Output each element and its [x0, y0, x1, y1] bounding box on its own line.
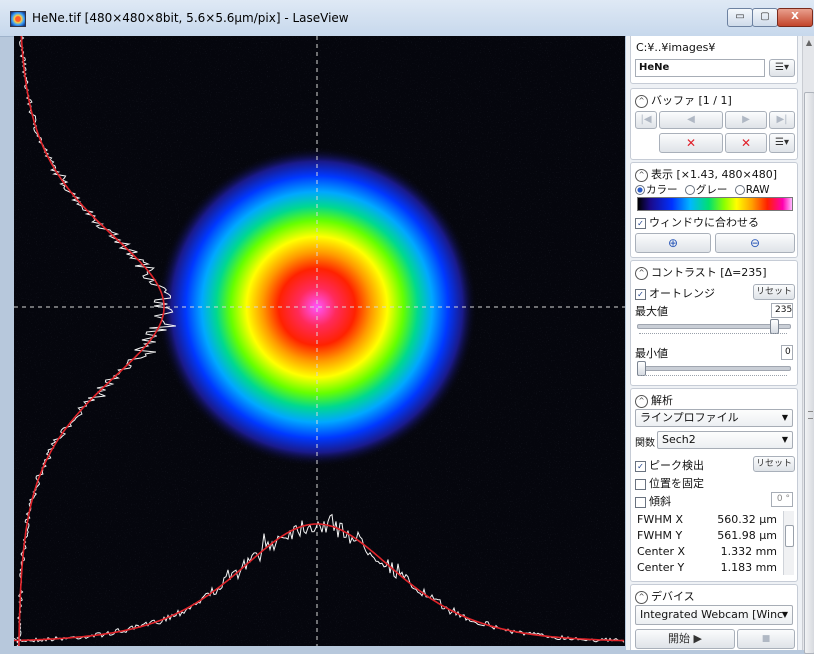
horizontal-profile-fit [14, 523, 624, 642]
contrast-section: ^ コントラスト [Δ=235] ✓ オートレンジ リセット 最大値 235 最小値… [630, 260, 798, 386]
buffer-next-button[interactable]: ▶ [725, 111, 767, 129]
beam-image-viewer[interactable] [14, 36, 625, 646]
function-select[interactable]: Sech2 ▼ [657, 431, 793, 449]
max-value-label: 最大値 [635, 305, 668, 318]
buffer-header[interactable]: ^ バッファ [1 / 1] [635, 92, 732, 108]
result-row: Center X 1.332 mm [637, 545, 777, 558]
analysis-mode-select[interactable]: ラインプロファイル ▼ [635, 409, 793, 427]
display-mode-group: カラー グレー RAW [635, 182, 770, 197]
contrast-reset-button[interactable]: リセット [753, 284, 795, 300]
file-section: C:¥..¥images¥ HeNe ☰▾ [630, 36, 798, 84]
peak-detect-option[interactable]: ✓ ピーク検出 [635, 457, 704, 473]
maximize-button[interactable]: ▢ [752, 8, 778, 27]
result-row: Center Y 1.183 mm [637, 561, 777, 574]
tilt-checkbox[interactable] [635, 496, 646, 508]
min-value-label: 最小値 [635, 347, 668, 360]
buffer-prev-button[interactable]: ◀ [659, 111, 723, 129]
minimize-button[interactable]: ▭ [727, 8, 753, 27]
min-value-field[interactable]: 0 [781, 345, 793, 360]
collapse-icon[interactable]: ^ [635, 394, 648, 408]
max-slider-track[interactable] [637, 324, 791, 329]
analysis-section: ^ 解析 ラインプロファイル ▼ 関数 Sech2 ▼ ✓ ピーク検出 リセット 位置を… [630, 388, 798, 582]
peak-detect-checkbox[interactable]: ✓ [635, 460, 646, 472]
device-section: ^ デバイス Integrated Webcam [Winc ▼ 開始 ▶ ■ [630, 584, 798, 650]
result-row: FWHM Y 561.98 μm [637, 529, 777, 542]
results-list[interactable]: FWHM X 560.32 μm FWHM Y 561.98 μm Center X… [633, 511, 795, 577]
max-value-field[interactable]: 235 [771, 303, 793, 318]
fix-position-option[interactable]: 位置を固定 [635, 475, 704, 491]
analysis-header[interactable]: ^ 解析 [635, 392, 673, 408]
buffer-section: ^ バッファ [1 / 1] |◀ ◀ ▶ ▶| ✕ ✕ ☰▾ [630, 88, 798, 160]
results-scroll-thumb[interactable] [785, 525, 794, 547]
fix-position-checkbox[interactable] [635, 478, 646, 490]
file-path: C:¥..¥images¥ [636, 41, 716, 54]
panel-scroll-thumb[interactable] [804, 92, 814, 654]
min-slider-ticks [639, 375, 787, 378]
close-button[interactable]: X [777, 8, 813, 27]
radio-raw[interactable] [734, 185, 745, 195]
beam-image [14, 36, 625, 646]
function-label: 関数 [635, 438, 655, 449]
window-title: HeNe.tif [480×480×8bit, 5.6×5.6μm/pix] -… [32, 11, 349, 25]
app-icon [10, 11, 26, 27]
panel-scrollbar[interactable]: ▲ [802, 36, 814, 654]
zoom-out-button[interactable]: ⊖ [715, 233, 795, 253]
beam-spot [157, 147, 477, 467]
control-panel: C:¥..¥images¥ HeNe ☰▾ ^ バッファ [1 / 1] |◀ ◀… [626, 36, 802, 650]
tilt-value-field[interactable]: 0 ° [771, 492, 793, 507]
auto-range-option[interactable]: ✓ オートレンジ [635, 285, 715, 301]
min-slider-track[interactable] [637, 366, 791, 371]
mode-gray-label[interactable]: グレー [695, 184, 728, 196]
tilt-option[interactable]: 傾斜 [635, 493, 671, 509]
scroll-grip-icon [808, 411, 813, 419]
mode-raw-label[interactable]: RAW [745, 184, 770, 196]
radio-color[interactable] [635, 185, 645, 195]
scroll-up-arrow-icon[interactable]: ▲ [805, 38, 813, 47]
dropdown-arrow-icon: ▼ [781, 413, 788, 422]
file-name-field[interactable]: HeNe [635, 59, 765, 77]
contrast-header[interactable]: ^ コントラスト [Δ=235] [635, 264, 767, 280]
results-scrollbar[interactable] [783, 511, 794, 575]
display-header[interactable]: ^ 表示 [×1.43, 480×480] [635, 166, 777, 182]
start-button[interactable]: 開始 ▶ [635, 629, 735, 649]
buffer-first-button[interactable]: |◀ [635, 111, 657, 129]
analysis-reset-button[interactable]: リセット [753, 456, 795, 472]
display-section: ^ 表示 [×1.43, 480×480] カラー グレー RAW ✓ ウィンドウに… [630, 162, 798, 258]
dropdown-arrow-icon: ▼ [781, 435, 788, 444]
stop-button[interactable]: ■ [737, 629, 795, 649]
color-scale-bar [637, 197, 793, 211]
device-header[interactable]: ^ デバイス [635, 588, 695, 604]
zoom-in-button[interactable]: ⊕ [635, 233, 711, 253]
buffer-delete-all-button[interactable]: ✕ [725, 133, 767, 153]
mode-color-label[interactable]: カラー [646, 184, 678, 196]
fit-window-checkbox[interactable]: ✓ [635, 217, 646, 229]
collapse-icon[interactable]: ^ [635, 266, 648, 280]
max-slider-thumb[interactable] [770, 319, 780, 334]
dropdown-arrow-icon: ▼ [781, 610, 788, 619]
result-row: FWHM X 560.32 μm [637, 513, 777, 526]
collapse-icon[interactable]: ^ [635, 168, 648, 182]
buffer-menu-button[interactable]: ☰▾ [769, 133, 795, 153]
auto-range-checkbox[interactable]: ✓ [635, 288, 646, 300]
radio-gray[interactable] [684, 185, 695, 195]
min-slider-thumb[interactable] [637, 361, 646, 376]
buffer-last-button[interactable]: ▶| [769, 111, 795, 129]
vertical-profile-fit [18, 36, 165, 646]
title-bar[interactable]: HeNe.tif [480×480×8bit, 5.6×5.6μm/pix] -… [0, 0, 814, 37]
max-slider-ticks [639, 333, 787, 336]
buffer-delete-button[interactable]: ✕ [659, 133, 723, 153]
fit-window-option[interactable]: ✓ ウィンドウに合わせる [635, 214, 759, 230]
collapse-icon[interactable]: ^ [635, 590, 648, 604]
device-select[interactable]: Integrated Webcam [Winc ▼ [635, 605, 793, 625]
collapse-icon[interactable]: ^ [635, 94, 648, 108]
file-menu-button[interactable]: ☰▾ [769, 59, 795, 77]
